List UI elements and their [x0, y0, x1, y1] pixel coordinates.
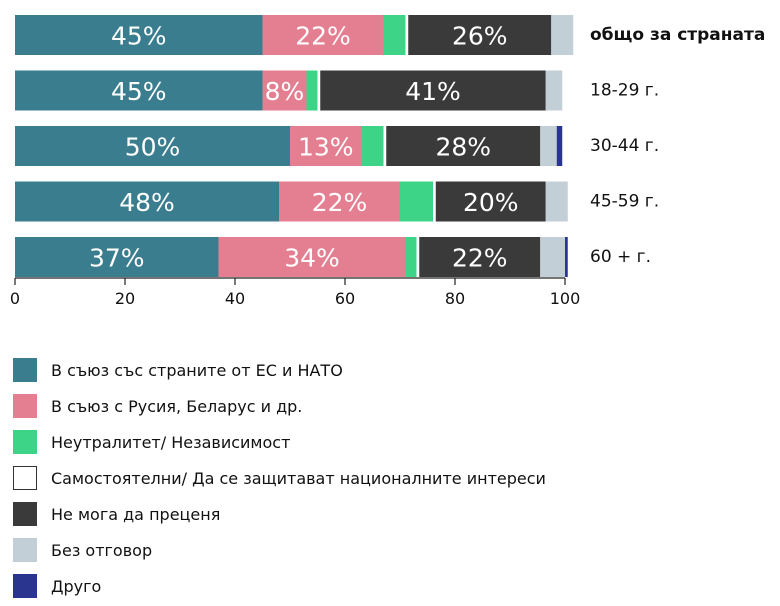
legend-swatch	[13, 358, 37, 382]
data-label: 37%	[89, 244, 145, 273]
data-label: 8%	[265, 77, 305, 106]
legend-swatch	[13, 466, 37, 490]
data-label: 50%	[125, 133, 181, 162]
data-label: 22%	[312, 188, 368, 217]
data-label: 28%	[435, 133, 491, 162]
bar-segment	[545, 181, 568, 222]
x-tick-label: 80	[445, 289, 465, 308]
data-label: 22%	[295, 22, 351, 51]
legend-swatch	[13, 502, 37, 526]
bar-segment	[551, 15, 574, 55]
bar-segment	[306, 70, 318, 111]
bar-segment	[545, 70, 563, 111]
bar-segment	[405, 15, 409, 55]
data-label: 45%	[111, 77, 167, 106]
category-label: 30-44 г.	[590, 136, 659, 156]
category-label: 18-29 г.	[590, 81, 659, 101]
data-label: 13%	[298, 133, 354, 162]
data-label: 22%	[452, 244, 508, 273]
bar-segment	[383, 15, 406, 55]
legend-label: Не мога да преценя	[51, 504, 221, 524]
stacked-bar-chart: 45% 22% 26% общо за страната 45% 8% 41% 18-29 г…	[10, 15, 765, 308]
legend-label: Без отговор	[51, 540, 153, 560]
legend-item: Без отговор	[13, 532, 546, 568]
bar-segment	[317, 70, 321, 111]
legend-swatch	[13, 430, 37, 454]
bar-segment	[15, 181, 279, 222]
legend-swatch	[13, 574, 37, 598]
category-label: 45-59 г.	[590, 192, 659, 212]
bar-segment	[405, 237, 417, 277]
legend-label: Самостоятелни/ Да се защитават националн…	[51, 468, 546, 488]
bar-segment	[400, 181, 433, 222]
legend-label: В съюз със страните от ЕС и НАТО	[51, 360, 343, 380]
x-tick-label: 0	[10, 289, 20, 308]
legend-item: В съюз със страните от ЕС и НАТО	[13, 352, 546, 388]
bar-segment	[218, 237, 406, 277]
legend-item: Не мога да преценя	[13, 496, 546, 532]
bar-segment	[416, 237, 420, 277]
bar-segment	[383, 126, 387, 166]
legend-swatch	[13, 538, 37, 562]
bar-segment	[408, 15, 552, 55]
bar-segment	[540, 126, 557, 166]
data-label: 45%	[111, 22, 167, 51]
bar-segment	[15, 70, 263, 111]
legend-label: В съюз с Русия, Беларус и др.	[51, 396, 303, 416]
bar-segment	[290, 126, 362, 166]
data-label: 41%	[405, 77, 461, 106]
bar-segment	[386, 126, 541, 166]
legend-item: Друго	[13, 568, 546, 604]
x-tick-label: 20	[115, 289, 135, 308]
legend-label: Неутралитет/ Независимост	[51, 432, 291, 452]
x-tick-label: 40	[225, 289, 245, 308]
bar-segment	[279, 181, 400, 222]
bar-segment	[262, 70, 307, 111]
legend-item: В съюз с Русия, Беларус и др.	[13, 388, 546, 424]
legend-item: Неутралитет/ Независимост	[13, 424, 546, 460]
legend-swatch	[13, 394, 37, 418]
bar-segment	[15, 15, 263, 55]
data-label: 34%	[284, 244, 340, 273]
bar-segment	[556, 126, 563, 166]
legend-label: Друго	[51, 576, 102, 596]
bar-segment	[540, 237, 565, 277]
data-label: 20%	[463, 188, 519, 217]
bar-segment	[361, 126, 384, 166]
bar-segment	[435, 181, 546, 222]
data-label: 26%	[452, 22, 508, 51]
data-label: 48%	[119, 188, 175, 217]
bar-segment	[419, 237, 541, 277]
bar-segment	[320, 70, 546, 111]
category-label: 60 + г.	[590, 247, 651, 267]
legend: В съюз със страните от ЕС и НАТО В съюз …	[13, 352, 546, 604]
category-label: общо за страната	[590, 25, 765, 45]
bar-segment	[262, 15, 384, 55]
x-tick-label: 60	[335, 289, 355, 308]
bar-segment	[565, 237, 568, 277]
legend-item: Самостоятелни/ Да се защитават националн…	[13, 460, 546, 496]
x-tick-label: 100	[550, 289, 581, 308]
bar-segment	[433, 181, 436, 222]
bar-segment	[15, 126, 290, 166]
bar-segment	[15, 237, 219, 277]
